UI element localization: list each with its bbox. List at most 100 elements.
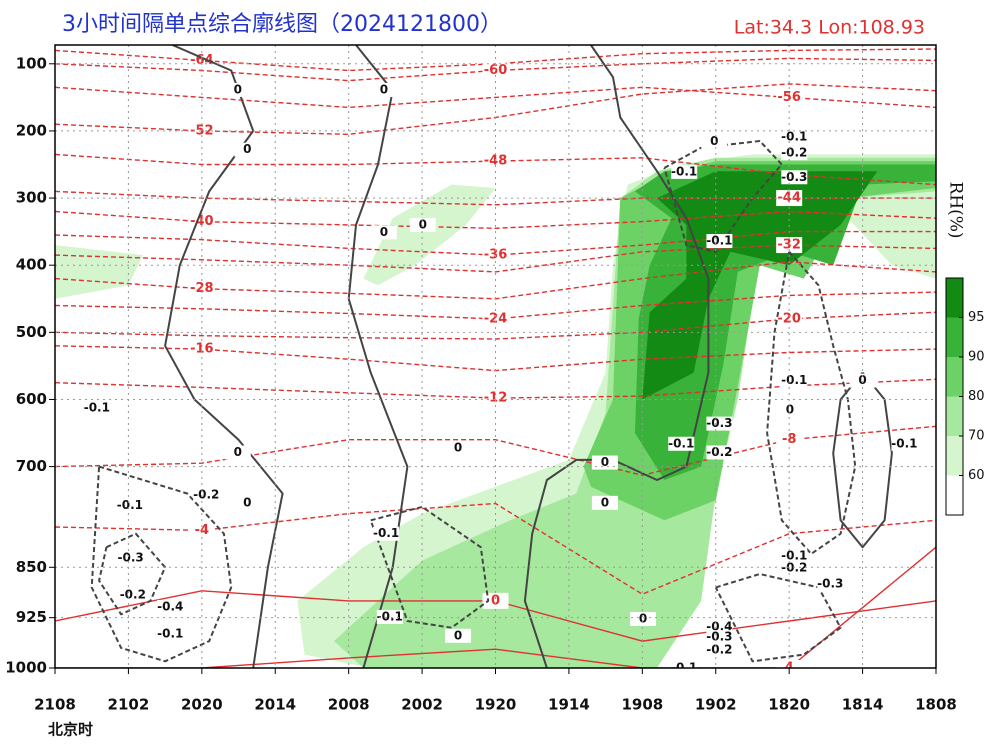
- omega-label: 0: [601, 495, 609, 509]
- y-tick-label: 300: [16, 189, 47, 207]
- y-tick-label: 200: [16, 121, 47, 139]
- omega-label: 0: [243, 495, 251, 509]
- omega-label: -0.1: [668, 436, 694, 450]
- label-bg: [188, 52, 215, 69]
- y-tick-label: 500: [16, 323, 47, 341]
- isotherm-label: -56: [777, 90, 801, 105]
- omega-label: -0.4: [706, 620, 732, 634]
- colorbar-swatch: [946, 317, 963, 357]
- label-bg: [373, 526, 400, 541]
- x-tick-label: 2008: [328, 696, 370, 714]
- x-tick-label: 2014: [254, 696, 296, 714]
- label-bg: [409, 217, 436, 232]
- omega-label: -0.1: [671, 164, 697, 178]
- label-bg: [706, 416, 733, 431]
- label-bg: [706, 642, 733, 657]
- isotherm-label: -32: [777, 238, 801, 253]
- omega-label: -0.1: [84, 401, 110, 415]
- omega-label: -0.1: [781, 548, 807, 562]
- label-bg: [234, 142, 261, 157]
- rh-region: [55, 245, 144, 299]
- colorbar-tick-label: 95: [968, 310, 985, 325]
- omega-label: -0.3: [817, 577, 843, 591]
- omega-label: -0.1: [671, 661, 697, 675]
- omega-label: 0: [454, 440, 462, 454]
- isotherm-label: -20: [777, 311, 801, 326]
- label-bg: [83, 401, 110, 416]
- label-bg: [817, 577, 844, 592]
- label-bg: [701, 134, 728, 149]
- label-bg: [193, 487, 220, 502]
- isotherm: [55, 425, 936, 477]
- colorbar-tick-label: 60: [968, 468, 985, 483]
- colorbar-tick-label: 90: [968, 350, 985, 365]
- x-tick-label: 1914: [548, 696, 590, 714]
- isotherm-label: -44: [777, 191, 801, 206]
- isotherm: [55, 86, 936, 109]
- omega-label: -0.2: [706, 642, 732, 656]
- label-bg: [445, 628, 472, 643]
- label-bg: [849, 373, 876, 388]
- colorbar-tick-label: 80: [968, 389, 985, 404]
- label-bg: [781, 560, 808, 575]
- label-bg: [591, 495, 618, 510]
- label-bg: [157, 626, 184, 641]
- y-tick-label: 850: [16, 558, 47, 576]
- y-tick-label: 400: [16, 256, 47, 274]
- label-bg: [370, 225, 397, 240]
- isotherm: [55, 546, 936, 668]
- omega-label: -0.1: [117, 498, 143, 512]
- isotherm-label: -12: [484, 391, 508, 406]
- y-tick-label: 700: [16, 457, 47, 475]
- omega-label: -0.3: [117, 550, 143, 564]
- isotherm-label: -16: [190, 342, 214, 357]
- colorbar-swatch: [946, 357, 963, 397]
- label-bg: [188, 522, 215, 539]
- label-bg: [482, 310, 509, 327]
- omega-contour: [766, 251, 857, 555]
- isotherm: [55, 83, 936, 136]
- isotherm-label: 0: [491, 593, 500, 608]
- omega-label: 0: [601, 455, 609, 469]
- omega-label: -0.2: [193, 487, 219, 501]
- label-bg: [482, 153, 509, 170]
- x-tick-label: 2002: [401, 696, 443, 714]
- isotherm-label: -8: [782, 432, 796, 447]
- label-bg: [116, 498, 143, 513]
- label-bg: [781, 548, 808, 563]
- omega-label: -0.1: [706, 234, 732, 248]
- x-tick-label: 2020: [181, 696, 223, 714]
- omega-label: -0.3: [781, 170, 807, 184]
- x-axis-label: 北京时: [48, 721, 93, 739]
- label-bg: [776, 190, 803, 207]
- x-tick-label: 1902: [695, 696, 737, 714]
- label-bg: [776, 310, 803, 327]
- y-tick-label: 1000: [5, 659, 47, 677]
- colorbar-swatch: [946, 475, 963, 515]
- omega-label: 0: [858, 373, 866, 387]
- isotherm-label: -28: [190, 281, 214, 296]
- colorbar-swatch: [946, 396, 963, 436]
- omega-label: 0: [639, 611, 647, 625]
- omega-contour: [832, 371, 893, 549]
- label-bg: [776, 431, 803, 448]
- omega-label: -0.2: [781, 146, 807, 160]
- omega-label: -0.1: [373, 526, 399, 540]
- omega-label: 0: [243, 142, 251, 156]
- omega-label: 0: [234, 82, 242, 96]
- x-tick-label: 1820: [768, 696, 810, 714]
- colorbar-swatch: [946, 278, 963, 318]
- omega-label: -0.1: [781, 129, 807, 143]
- label-bg: [781, 146, 808, 161]
- omega-label: 0: [234, 445, 242, 459]
- label-bg: [591, 455, 618, 470]
- y-tick-label: 600: [16, 390, 47, 408]
- omega-label: -0.3: [706, 416, 732, 430]
- label-bg: [224, 82, 251, 97]
- plot-frame: [54, 44, 937, 669]
- label-bg: [376, 609, 403, 624]
- y-tick-label: 100: [16, 54, 47, 72]
- omega-label: -0.3: [706, 630, 732, 644]
- isotherm: [55, 190, 936, 206]
